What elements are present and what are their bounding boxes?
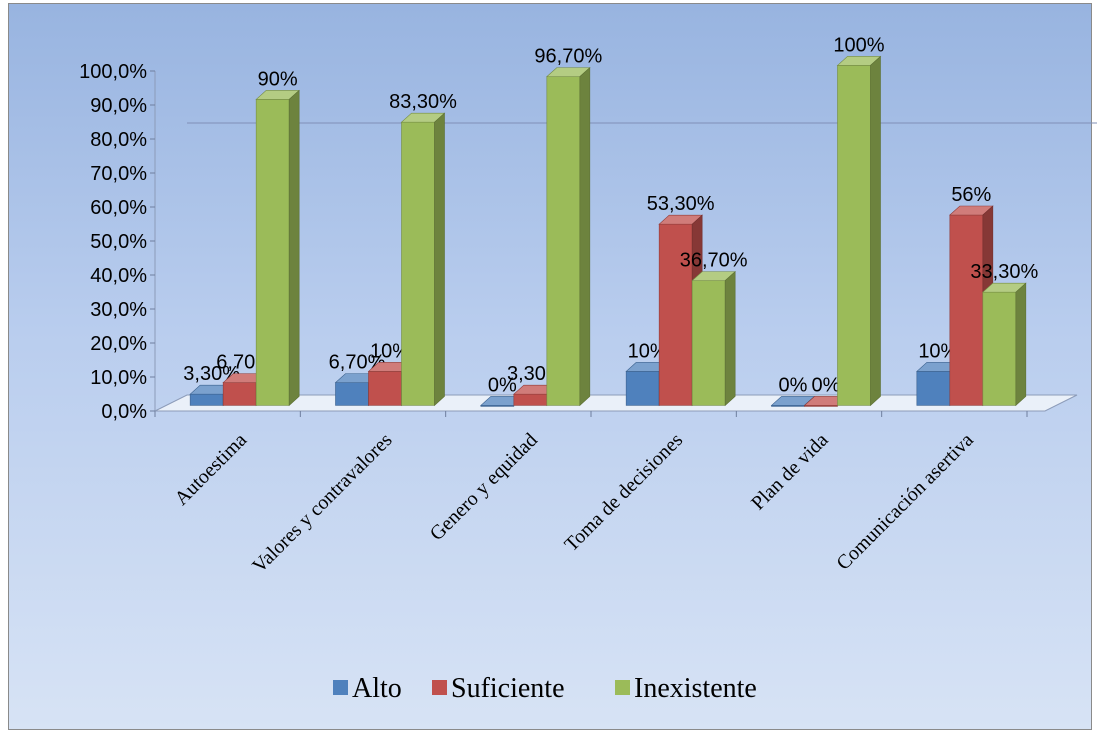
legend-item: Suficiente	[432, 673, 565, 704]
y-tick-label: 80,0%	[90, 129, 147, 151]
bar-front	[691, 280, 726, 406]
category-label: Genero y equidad	[426, 429, 542, 545]
data-label: 56%	[951, 184, 991, 206]
bar-front	[513, 393, 548, 406]
legend-swatch	[615, 680, 630, 695]
legend-label: Suficiente	[451, 673, 565, 704]
legend-swatch	[432, 680, 447, 695]
data-label: 96,70%	[534, 46, 602, 68]
data-label: 0%	[812, 374, 841, 396]
legend-swatch	[333, 680, 348, 695]
bar-side	[288, 89, 300, 407]
bar-front	[625, 371, 660, 406]
bar-front	[189, 393, 224, 406]
bar-front	[546, 76, 581, 406]
bar-front	[837, 65, 871, 406]
bar-front	[401, 121, 435, 406]
bar-front	[222, 382, 257, 406]
y-tick-label: 30,0%	[90, 299, 147, 321]
bar	[400, 112, 446, 407]
data-label: 53,30%	[647, 193, 715, 215]
bar	[546, 66, 591, 407]
data-label: 83,30%	[389, 91, 457, 113]
data-label: 10%	[918, 340, 958, 362]
bar	[836, 55, 882, 407]
bar-side	[870, 55, 881, 407]
category-label: Comunicación asertiva	[832, 429, 978, 575]
data-label: 0%	[779, 374, 808, 396]
legend-item: Alto	[333, 673, 402, 704]
data-label: 0%	[488, 374, 517, 396]
bar	[691, 270, 736, 407]
bar-side	[724, 270, 736, 407]
legend-label: Inexistente	[634, 673, 757, 704]
bar-front	[916, 371, 951, 406]
y-tick-label: 70,0%	[90, 163, 147, 185]
legend-item: Inexistente	[615, 673, 757, 704]
data-label: 36,70%	[680, 250, 748, 272]
data-label: 10%	[628, 340, 668, 362]
category-label: Plan de vida	[747, 429, 833, 515]
category-label: Toma de decisiones	[560, 429, 687, 556]
bar-front	[658, 223, 693, 406]
y-tick-label: 90,0%	[90, 95, 147, 117]
y-tick-label: 0,0%	[101, 401, 147, 423]
bar-front	[335, 382, 369, 406]
bar	[255, 89, 300, 407]
data-label: 10%	[370, 340, 410, 362]
bar-front	[949, 214, 984, 406]
bar-side	[434, 112, 445, 407]
data-label: 6,70%	[329, 352, 386, 374]
bar-front	[368, 371, 402, 406]
data-label: 33,30%	[970, 261, 1038, 283]
legend-label: Alto	[352, 673, 402, 704]
y-tick-label: 20,0%	[90, 333, 147, 355]
bar-front	[982, 291, 1017, 406]
bar	[982, 282, 1027, 407]
y-tick-label: 50,0%	[90, 231, 147, 253]
y-tick-label: 100,0%	[79, 61, 147, 83]
category-label: Valores y contravalores	[248, 429, 396, 577]
data-label: 100%	[833, 34, 884, 56]
y-tick-label: 10,0%	[90, 367, 147, 389]
data-label: 90%	[258, 68, 298, 90]
bar-side	[579, 66, 591, 407]
y-tick-label: 60,0%	[90, 197, 147, 219]
y-tick-label: 40,0%	[90, 265, 147, 287]
bar-side	[1015, 282, 1027, 407]
category-label: Autoestima	[170, 429, 251, 510]
bar-front	[255, 99, 290, 406]
